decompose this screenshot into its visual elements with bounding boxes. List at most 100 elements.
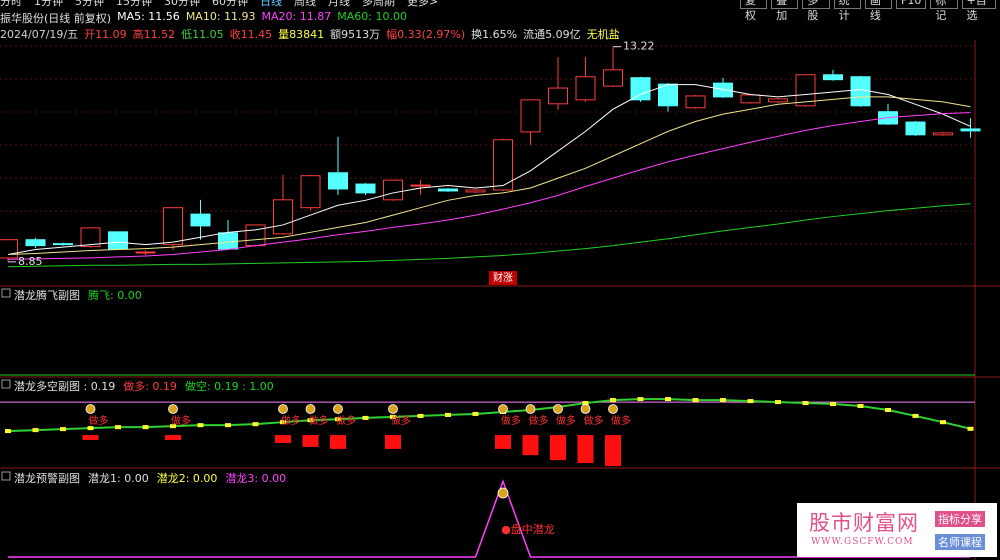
candle-body	[465, 189, 486, 193]
signal-line	[8, 479, 971, 558]
point-marker	[775, 400, 781, 405]
point-marker	[170, 424, 176, 429]
info-item: 低11.05	[181, 28, 224, 41]
candle-body	[218, 232, 238, 250]
point-marker	[197, 423, 204, 428]
tool-button[interactable]: 画线	[864, 0, 893, 22]
period-tab[interactable]: 15分钟	[116, 0, 152, 8]
tool-button[interactable]: +自选	[961, 0, 996, 22]
signal-icon	[580, 404, 591, 414]
info-item: 2024/07/19/五	[0, 28, 79, 41]
candle-body	[575, 76, 596, 101]
candle-body	[960, 128, 981, 132]
panel-icon[interactable]	[1, 288, 11, 298]
panel-label: 做多: 0.19	[123, 380, 177, 393]
bar	[495, 435, 511, 449]
point-marker	[830, 402, 836, 407]
period-tab[interactable]: 多周期	[362, 0, 395, 8]
tool-button[interactable]: 复权	[740, 0, 768, 22]
candle-body	[53, 243, 73, 246]
panel-icon[interactable]	[1, 379, 11, 389]
info-item: 高11.52	[132, 28, 176, 41]
candle-body	[630, 77, 651, 101]
period-tab[interactable]: 5分钟	[75, 0, 104, 8]
point-marker	[362, 415, 369, 420]
panel-label: 潜龙1: 0.00	[88, 472, 149, 485]
bar	[577, 435, 594, 464]
signal-label: 做多	[529, 414, 549, 427]
candle-body	[108, 231, 128, 250]
signal-label: 做多	[584, 414, 604, 427]
period-tab[interactable]: 1分钟	[34, 0, 63, 8]
signal-icon	[305, 404, 316, 414]
bar	[330, 435, 346, 449]
candle-body	[768, 98, 788, 103]
panel-header: 潜龙腾飞副图 腾飞: 0.00	[14, 287, 150, 303]
candle-body	[328, 172, 348, 190]
info-item: 量83841	[278, 28, 325, 41]
point-marker	[912, 413, 919, 418]
event-label: 财涨	[493, 271, 513, 284]
candle-body	[933, 132, 953, 136]
period-tab[interactable]: 周线	[294, 0, 316, 8]
panel-title: 潜龙多空副图 : 0.19	[14, 380, 116, 393]
info-item: 开11.09	[84, 28, 127, 41]
point-marker	[60, 427, 66, 432]
tool-button[interactable]: 标记	[930, 0, 958, 22]
info-item: 额9513万	[330, 28, 381, 41]
bar	[550, 435, 566, 461]
info-item: 收11.45	[229, 28, 273, 41]
candle-body	[905, 121, 926, 136]
point-marker	[32, 428, 39, 433]
panel-label: 潜龙2: 0.00	[156, 472, 218, 485]
candle-body	[603, 69, 623, 87]
candle-body	[383, 179, 403, 201]
point-marker	[472, 411, 479, 416]
candle-body	[25, 239, 46, 247]
point-marker	[115, 425, 121, 430]
signal-label: 做多	[309, 414, 329, 427]
tool-button[interactable]: F10	[896, 0, 927, 9]
signal-label: 做多	[501, 414, 521, 427]
panel-header: 潜龙预警副图 潜龙1: 0.00 潜龙2: 0.00 潜龙3: 0.00	[14, 470, 294, 486]
candle-body	[355, 183, 376, 194]
signal-label: 做多	[281, 414, 301, 427]
signal-label: 做多	[89, 414, 109, 427]
point-marker	[142, 425, 149, 430]
watermark-url: WWW.GSCFW.COM	[811, 537, 914, 547]
signal-icon	[333, 404, 343, 414]
bar	[385, 435, 401, 449]
tool-button[interactable]: 统计	[833, 0, 861, 22]
period-tab[interactable]: 60分钟	[212, 0, 248, 8]
period-tab[interactable]: 月线	[328, 0, 350, 8]
candle-body	[493, 139, 513, 191]
tool-button[interactable]: 多股	[802, 0, 830, 22]
point-marker	[720, 398, 726, 403]
tool-button[interactable]: 叠加	[771, 0, 799, 22]
point-marker	[280, 420, 286, 425]
signal-label: 做多	[391, 414, 411, 427]
point-marker	[225, 423, 231, 428]
period-tab[interactable]: 更多>	[407, 0, 439, 8]
event-badge	[489, 271, 517, 285]
point-marker	[857, 404, 864, 409]
panel-label: 做空: 0.19 : 1.00	[184, 380, 274, 393]
candle-body	[850, 76, 871, 107]
signal-icon	[85, 404, 96, 414]
ma-line	[7, 96, 971, 255]
legend-entry: MA60: 10.00	[337, 10, 407, 23]
bar	[275, 435, 291, 443]
period-tab[interactable]: 日线	[260, 0, 282, 8]
candle-body	[300, 175, 321, 209]
panel-header: 潜龙多空副图 : 0.19 做多: 0.19 做空: 0.19 : 1.00	[14, 378, 282, 394]
candle-body	[740, 94, 761, 104]
period-tab[interactable]: 30分钟	[164, 0, 200, 8]
candle-body	[80, 227, 101, 248]
period-tab[interactable]: 分时	[0, 0, 22, 8]
point-marker	[885, 407, 891, 412]
point-marker	[610, 398, 616, 403]
panel-icon[interactable]	[1, 471, 11, 481]
price-label: 13.22	[623, 40, 655, 53]
point-marker	[252, 422, 259, 427]
